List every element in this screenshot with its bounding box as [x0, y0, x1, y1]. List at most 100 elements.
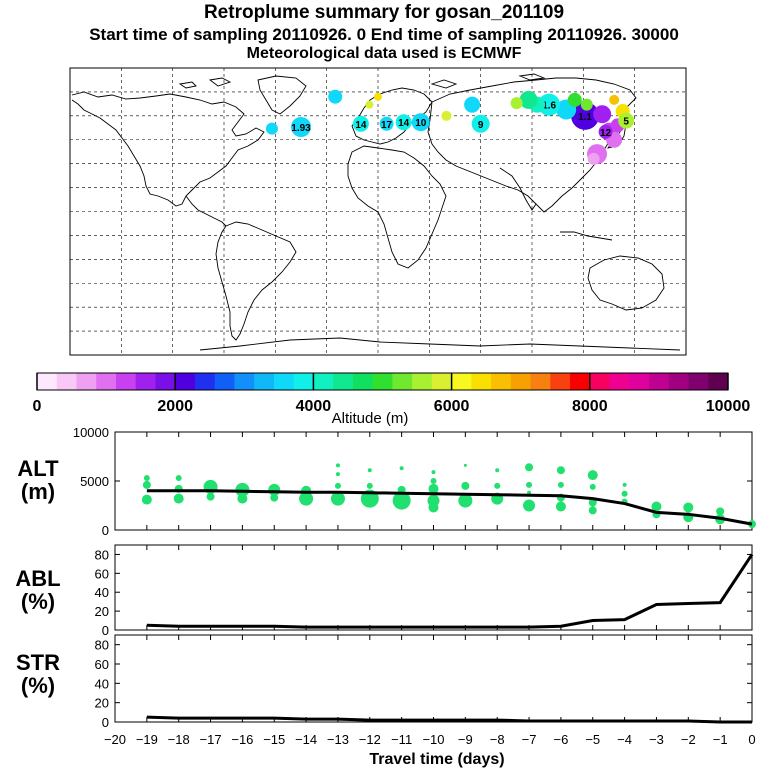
x-tick-label: −13 [327, 732, 349, 747]
trajectory-marker [567, 92, 582, 107]
y-tick-label: 10000 [73, 425, 109, 440]
spread-point [334, 482, 341, 489]
colorbar-tick-label: 10000 [706, 398, 751, 415]
altitude-colorbar: 0 2000 4000 6000 8000 10000 [33, 372, 751, 415]
spread-point [430, 478, 437, 484]
marker-label: 17 [381, 120, 393, 131]
altitude-panel: 0 5000 10000 [73, 425, 756, 538]
trajectory-marker [395, 114, 412, 131]
spread-point [143, 475, 150, 482]
spread-point [588, 498, 597, 507]
colorbar-swatch [471, 373, 492, 390]
str-unit: (%) [21, 673, 55, 698]
colorbar-swatch [392, 373, 413, 390]
spread-point [461, 481, 470, 490]
colorbar-tick-label: 8000 [572, 398, 608, 415]
colorbar-swatch [668, 373, 690, 390]
marker-label: 12 [600, 128, 612, 139]
colorbar-swatch [372, 373, 393, 390]
spread-point [683, 502, 694, 513]
x-tick-label: −11 [391, 732, 412, 747]
altitude-series-line [146, 489, 753, 526]
x-tick-label: −15 [263, 732, 285, 747]
colorbar-swatch [629, 373, 650, 390]
south-america-coast [215, 221, 297, 341]
spread-point [428, 483, 439, 494]
spread-point [587, 470, 598, 481]
colorbar-swatch [155, 373, 176, 390]
y-tick-label: 0 [102, 715, 109, 730]
marker-label: 14 [398, 118, 410, 129]
arctic-islands-coast [178, 73, 546, 89]
trajectory-marker [618, 112, 635, 129]
colorbar-swatch [214, 373, 235, 390]
colorbar-swatch [352, 373, 374, 390]
spread-point [299, 491, 314, 506]
trajectory-marker [471, 114, 490, 133]
trajectory-marker [587, 152, 600, 165]
spread-point [237, 493, 248, 504]
x-tick-label: −19 [136, 732, 158, 747]
world-map: 1.1 1.6 5 12 9 10 14 17 14 1.93 [69, 67, 687, 356]
colorbar-swatch [550, 373, 571, 390]
trajectory-marker [598, 124, 613, 139]
y-tick-label: 80 [95, 547, 109, 562]
colorbar-tick-label: 4000 [296, 398, 332, 415]
spread-point [525, 463, 534, 472]
x-tick-label: −5 [585, 732, 600, 747]
trajectory-marker [291, 116, 311, 137]
abl-label: ABL [15, 566, 60, 591]
colorbar-tick-label: 0 [33, 398, 42, 415]
africa-coast [347, 145, 447, 269]
antarctica-coast [199, 337, 681, 351]
colorbar-swatch [135, 373, 156, 390]
trajectory-marker [538, 93, 561, 116]
colorbar-label: Altitude (m) [332, 410, 409, 427]
marker-label: 9 [478, 120, 484, 131]
abl-frame [114, 544, 753, 631]
x-tick-label: −1 [713, 732, 728, 747]
colorbar-swatch [589, 373, 611, 390]
x-axis-label: Travel time (days) [369, 751, 504, 768]
greenland-coast [257, 75, 307, 115]
colorbar-swatch [431, 373, 453, 390]
spread-point [399, 466, 404, 471]
sampling-time: Start time of sampling 20110926. 0 End t… [89, 25, 679, 44]
trajectory-marker [379, 116, 394, 131]
spread-point [463, 463, 467, 467]
y-tick-label: 0 [102, 523, 109, 538]
north-america-coast [71, 91, 265, 207]
x-tick-label: −16 [231, 732, 253, 747]
x-tick-label: −10 [422, 732, 444, 747]
colorbar-swatch [234, 373, 255, 390]
colorbar-swatch [273, 373, 295, 390]
trajectory-marker [593, 105, 612, 124]
trajectory-marker [519, 90, 538, 109]
x-tick-label: −4 [617, 732, 632, 747]
spread-point [716, 507, 725, 516]
y-tick-label: 40 [95, 585, 109, 600]
abl-series-line [146, 553, 754, 629]
spread-point [556, 466, 565, 475]
marker-label: 10 [415, 118, 427, 129]
trajectory-marker [464, 96, 481, 113]
spread-point [495, 468, 500, 473]
colorbar-swatch [313, 373, 334, 390]
colorbar-swatch [688, 373, 709, 390]
colorbar-swatch [530, 373, 551, 390]
colorbar-swatch [115, 373, 137, 390]
spread-point [173, 493, 184, 504]
spread-point [523, 499, 536, 512]
x-tick-label: 0 [748, 732, 755, 747]
marker-label: 14 [355, 120, 367, 131]
spread-point [175, 475, 182, 482]
india-coast [499, 167, 537, 211]
colorbar-swatch [254, 373, 275, 390]
colorbar-swatch [609, 373, 630, 390]
indonesia-coast [560, 231, 613, 241]
x-tick-label: −8 [490, 732, 505, 747]
colorbar-swatch [708, 373, 729, 390]
central-america-coast [185, 195, 227, 227]
colorbar-swatch [56, 373, 77, 390]
